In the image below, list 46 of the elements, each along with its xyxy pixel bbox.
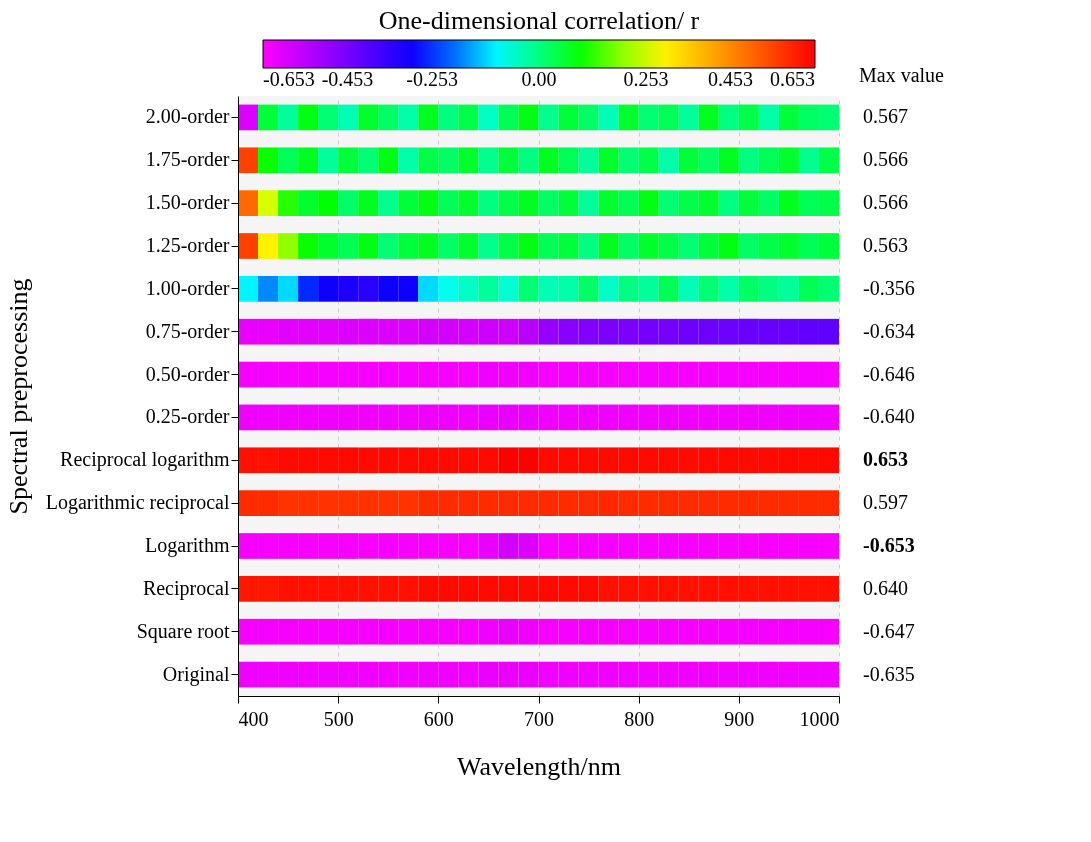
y2-tick-label: -0.653 (863, 534, 915, 556)
y-tick-label: 0.50-order (145, 362, 230, 385)
color-bar-label: 0.653 (770, 68, 815, 90)
y2-tick-label: -0.356 (863, 276, 915, 299)
x-tick-label: 400 (238, 707, 269, 730)
y2-tick-label: 0.653 (863, 448, 908, 471)
y-tick-label: 2.00-order (145, 105, 230, 128)
y-tick-label: 1.75-order (145, 148, 230, 171)
color-bar-label: -0.453 (321, 68, 374, 90)
y2-tick-label: -0.634 (863, 319, 915, 342)
color-bar-label: -0.253 (406, 68, 458, 90)
y2-tick-label: -0.640 (863, 405, 915, 428)
color-bar-label: 0.00 (521, 68, 557, 90)
y2-tick-label: 0.563 (863, 234, 908, 256)
y-tick-label: Reciprocal logarithm (60, 448, 230, 472)
x-axis-title: Wavelength/nm (457, 751, 621, 781)
y2-tick-label: 0.566 (863, 191, 908, 214)
y2-axis-title: Max value (859, 64, 945, 86)
y2-tick-label: 0.597 (863, 491, 908, 514)
x-tick-label: 800 (624, 707, 655, 730)
y-tick-label: 0.75-order (145, 319, 230, 342)
y-tick-label: Logarithmic reciprocal (45, 491, 230, 515)
y2-tick-label: 0.640 (863, 576, 908, 599)
x-tick-label: 600 (423, 707, 454, 730)
y-tick-label: Original (162, 662, 230, 686)
y-tick-label: 1.50-order (145, 191, 230, 214)
x-tick-label: 900 (724, 707, 755, 730)
y-axis-title: Spectral preprocessing (3, 278, 33, 515)
y-tick-label: Square root (136, 619, 230, 643)
y-tick-label: Logarithm (145, 534, 230, 557)
x-tick-label: 500 (323, 707, 354, 730)
y2-tick-label: 0.567 (863, 105, 908, 128)
y2-tick-label: -0.647 (863, 619, 915, 642)
y-tick-label: 0.25-order (145, 405, 230, 428)
x-tick-label: 1000 (799, 707, 840, 730)
color-bar-label: 0.253 (623, 68, 669, 90)
color-bar-title: One-dimensional correlation/ r (378, 6, 700, 35)
y2-tick-label: -0.646 (863, 362, 915, 385)
y2-tick-label: -0.635 (863, 662, 915, 685)
x-tick-label: 700 (524, 707, 554, 730)
y-tick-label: 1.00-order (145, 276, 230, 299)
color-bar-label: 0.453 (707, 68, 753, 90)
y2-tick-label: 0.566 (863, 148, 908, 171)
y-tick-label: 1.25-order (145, 234, 230, 256)
y-tick-label: Reciprocal (142, 576, 230, 600)
color-bar-label: -0.653 (263, 68, 315, 90)
